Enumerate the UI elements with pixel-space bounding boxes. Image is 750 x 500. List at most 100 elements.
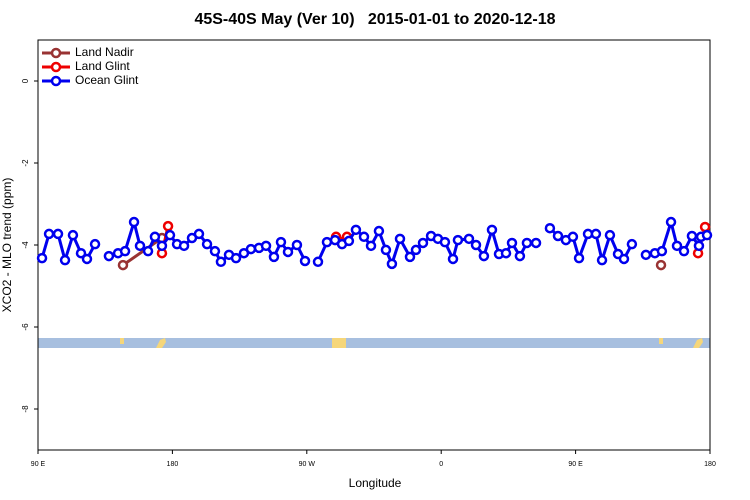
data-point xyxy=(478,250,490,262)
data-point xyxy=(268,251,280,263)
x-tick-label: 90 E xyxy=(568,461,583,468)
data-point xyxy=(439,236,451,248)
data-point xyxy=(260,240,272,252)
data-point xyxy=(119,245,131,257)
y-tick-label: -2 xyxy=(21,159,30,167)
data-point xyxy=(299,255,311,267)
data-point xyxy=(291,239,303,251)
data-point xyxy=(671,240,683,252)
data-point xyxy=(470,239,482,251)
data-point xyxy=(655,259,667,271)
data-point xyxy=(201,238,213,250)
data-point xyxy=(417,237,429,249)
y-axis-label: XCO2 - MLO trend (ppm) xyxy=(0,178,14,313)
x-tick-label: 0 xyxy=(439,461,443,468)
data-point xyxy=(596,254,608,266)
data-point xyxy=(463,233,475,245)
data-point xyxy=(567,231,579,243)
data-point xyxy=(618,253,630,265)
data-point xyxy=(410,244,422,256)
data-point xyxy=(149,231,161,243)
data-point xyxy=(693,240,705,252)
land-patch xyxy=(693,338,703,348)
data-point xyxy=(81,253,93,265)
data-point xyxy=(486,224,498,236)
data-point xyxy=(701,229,713,241)
data-point xyxy=(656,245,668,257)
land-patch xyxy=(120,338,124,344)
data-point xyxy=(604,229,616,241)
data-point xyxy=(552,230,564,242)
data-point xyxy=(447,253,459,265)
data-point xyxy=(500,247,512,259)
data-point xyxy=(590,228,602,240)
data-point xyxy=(89,238,101,250)
data-point xyxy=(544,222,556,234)
land-mask xyxy=(38,338,710,348)
land-patch xyxy=(332,338,346,348)
legend-marker xyxy=(50,75,62,87)
data-point xyxy=(67,229,79,241)
data-point xyxy=(514,250,526,262)
data-point xyxy=(686,230,698,242)
data-point xyxy=(365,240,377,252)
data-point xyxy=(156,240,168,252)
data-point xyxy=(573,252,585,264)
x-tick-label: 180 xyxy=(704,461,716,468)
data-point xyxy=(209,245,221,257)
data-point xyxy=(380,244,392,256)
data-point xyxy=(230,252,242,264)
data-point xyxy=(678,245,690,257)
legend-label: Land Glint xyxy=(75,59,130,73)
data-point xyxy=(43,228,55,240)
data-point xyxy=(193,228,205,240)
data-point xyxy=(128,216,140,228)
data-point xyxy=(215,256,227,268)
data-point xyxy=(59,254,71,266)
data-point xyxy=(275,236,287,248)
data-point xyxy=(103,250,115,262)
x-tick-label: 180 xyxy=(167,461,179,468)
land-patch xyxy=(156,338,166,348)
data-point xyxy=(312,256,324,268)
data-point xyxy=(282,246,294,258)
data-point xyxy=(530,237,542,249)
data-point xyxy=(117,259,129,271)
data-point xyxy=(162,220,174,232)
y-tick-label: -4 xyxy=(21,241,30,249)
legend-label: Ocean Glint xyxy=(75,73,139,87)
data-point xyxy=(350,224,362,236)
data-point xyxy=(506,237,518,249)
data-point xyxy=(343,235,355,247)
data-point xyxy=(321,236,333,248)
x-tick-label: 90 W xyxy=(299,461,316,468)
data-point xyxy=(386,258,398,270)
legend-marker xyxy=(50,61,62,73)
land-patch xyxy=(659,338,663,344)
data-point xyxy=(164,229,176,241)
data-point xyxy=(626,238,638,250)
data-point xyxy=(52,228,64,240)
data-point xyxy=(665,216,677,228)
data-point xyxy=(394,233,406,245)
chart-title: 45S-40S May (Ver 10) 2015-01-01 to 2020-… xyxy=(194,11,555,28)
data-point xyxy=(404,251,416,263)
data-point xyxy=(142,245,154,257)
data-point xyxy=(134,240,146,252)
y-tick-label: 0 xyxy=(21,78,30,83)
x-axis-label: Longitude xyxy=(349,476,402,490)
y-tick-label: -6 xyxy=(21,323,30,331)
data-point xyxy=(178,240,190,252)
data-point xyxy=(521,237,533,249)
data-point xyxy=(36,252,48,264)
data-point xyxy=(75,247,87,259)
y-tick-label: -8 xyxy=(21,405,30,413)
data-point xyxy=(640,249,652,261)
legend-marker xyxy=(50,47,62,59)
x-tick-label: 90 E xyxy=(31,461,46,468)
data-point xyxy=(245,243,257,255)
data-point xyxy=(452,234,464,246)
data-point xyxy=(373,225,385,237)
ocean-strip xyxy=(38,338,710,348)
